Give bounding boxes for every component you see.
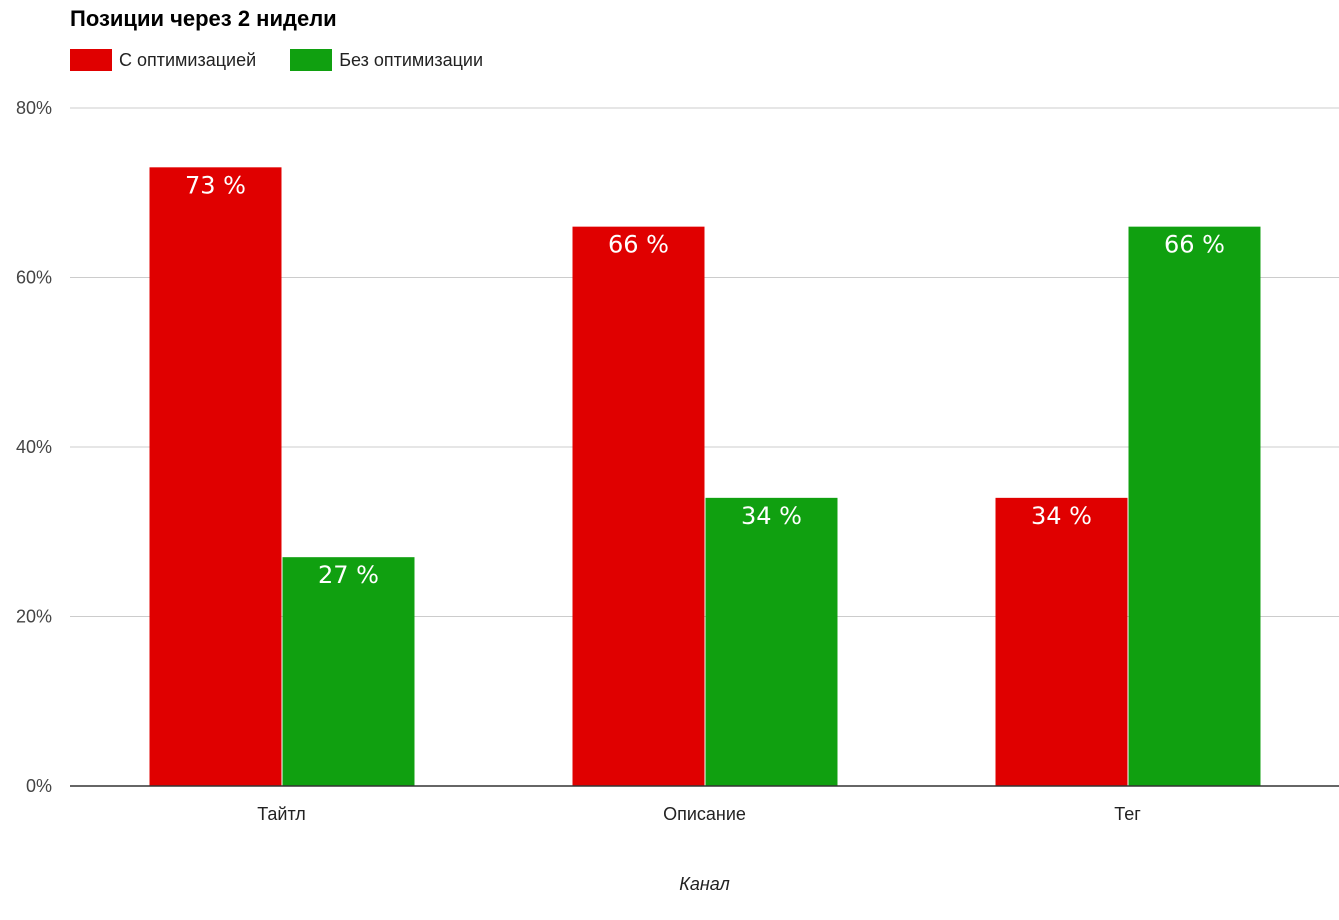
chart-title: Позиции через 2 нидели bbox=[70, 6, 337, 31]
legend: С оптимизацией Без оптимизации bbox=[70, 48, 517, 72]
legend-item-not-optimized: Без оптимизации bbox=[290, 49, 483, 71]
data-label: 34 % bbox=[741, 502, 802, 530]
bars bbox=[149, 167, 1261, 786]
data-label: 27 % bbox=[318, 561, 379, 589]
data-label: 34 % bbox=[1031, 502, 1092, 530]
y-tick-label: 60% bbox=[16, 268, 52, 288]
bar bbox=[572, 226, 705, 786]
x-tick-label: Описание bbox=[663, 804, 746, 824]
y-tick-label: 20% bbox=[16, 607, 52, 627]
legend-label-not-optimized: Без оптимизации bbox=[339, 49, 484, 70]
bar bbox=[705, 497, 838, 786]
bar bbox=[282, 557, 415, 786]
y-tick-label: 0% bbox=[26, 776, 52, 796]
x-axis-title: Канал bbox=[679, 874, 729, 894]
legend-label-optimized: С оптимизацией bbox=[119, 49, 257, 70]
y-axis-ticks: 0% 20% 40% 60% 80% bbox=[16, 98, 52, 796]
bar bbox=[149, 167, 282, 786]
data-label: 66 % bbox=[608, 231, 669, 259]
x-tick-label: Тег bbox=[1114, 804, 1141, 824]
data-label: 73 % bbox=[185, 171, 246, 199]
legend-swatch-optimized bbox=[70, 49, 112, 71]
legend-item-optimized: С оптимизацией bbox=[70, 49, 256, 71]
data-labels: 73 % 27 % 66 % 34 % 34 % 66 % bbox=[185, 171, 1225, 589]
data-label: 66 % bbox=[1164, 231, 1225, 259]
legend-swatch-not-optimized bbox=[290, 49, 333, 71]
bar bbox=[1128, 226, 1261, 786]
x-tick-label: Тайтл bbox=[257, 804, 306, 824]
bar bbox=[995, 497, 1128, 786]
x-axis-ticks: Тайтл Описание Тег bbox=[257, 804, 1141, 824]
y-tick-label: 80% bbox=[16, 98, 52, 118]
y-tick-label: 40% bbox=[16, 437, 52, 457]
